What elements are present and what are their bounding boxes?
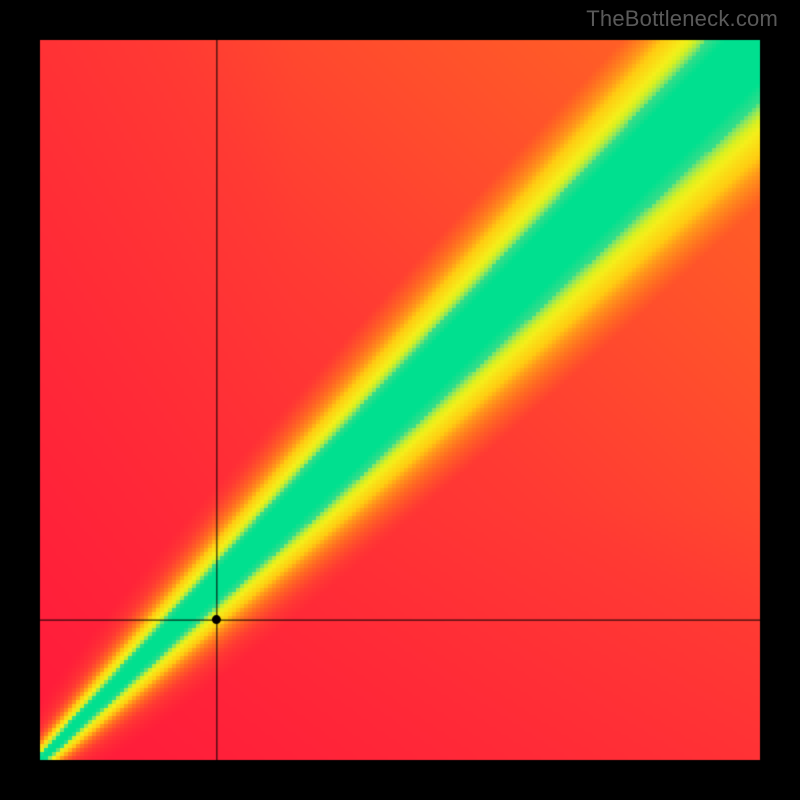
bottleneck-heatmap-canvas xyxy=(0,0,800,800)
heatmap-container: TheBottleneck.com xyxy=(0,0,800,800)
watermark-label: TheBottleneck.com xyxy=(586,6,778,32)
